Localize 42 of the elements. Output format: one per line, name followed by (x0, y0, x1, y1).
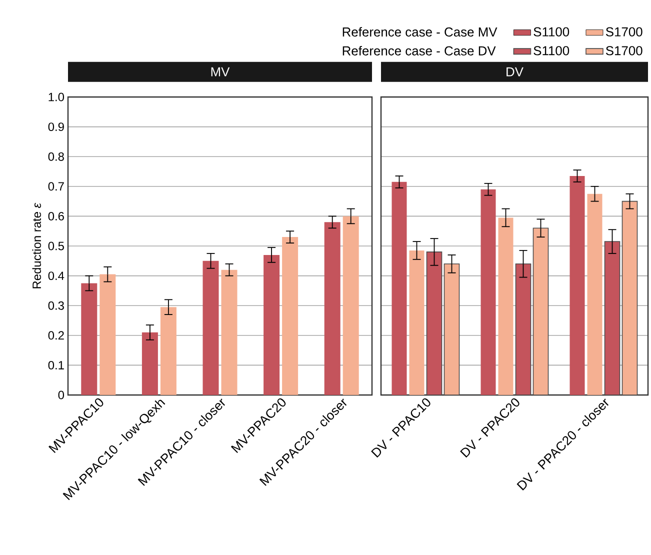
chart-title: DV (506, 67, 524, 76)
bar (444, 263, 460, 395)
bar (142, 332, 158, 395)
bar (515, 263, 532, 395)
bar (409, 250, 424, 395)
y-tick-label: 0.2 (48, 331, 64, 340)
y-tick-label: 0.4 (48, 272, 64, 280)
bar (392, 182, 407, 395)
y-tick-label: 0.9 (48, 122, 64, 132)
bar (324, 222, 340, 395)
y-tick-label: 0 (58, 390, 64, 400)
bar (587, 194, 602, 395)
bar (604, 241, 620, 395)
y-tick-label: 1.0 (48, 92, 64, 102)
y-tick-label: 0.7 (48, 182, 64, 191)
y-tick-label: 0.5 (48, 242, 64, 250)
y-tick-label: 0.1 (48, 360, 64, 370)
legend-label: S1700 (606, 46, 642, 56)
bar (570, 176, 585, 395)
text: Reference case - Case DV (342, 46, 496, 56)
chart-title: MV (211, 67, 230, 76)
bar (160, 307, 176, 395)
bar (426, 252, 442, 395)
legend-label: S1100 (534, 27, 570, 36)
bar (81, 283, 98, 395)
bar (498, 218, 514, 395)
y-tick-label: 0.3 (48, 301, 64, 310)
legend-label: S1700 (606, 27, 642, 36)
bar (282, 237, 298, 395)
bar (264, 254, 280, 395)
bar (342, 216, 359, 395)
bar (100, 274, 116, 395)
text: Reference case - Case MV (342, 27, 498, 37)
bar (221, 270, 238, 395)
y-axis-title: Reduction rate ε (32, 202, 42, 288)
bar (480, 189, 496, 395)
bar (532, 228, 549, 395)
bar (202, 260, 219, 395)
bar (622, 200, 638, 395)
y-tick-label: 0.6 (48, 212, 64, 220)
legend-label: S1100 (534, 46, 570, 56)
y-tick-label: 0.8 (48, 152, 64, 161)
